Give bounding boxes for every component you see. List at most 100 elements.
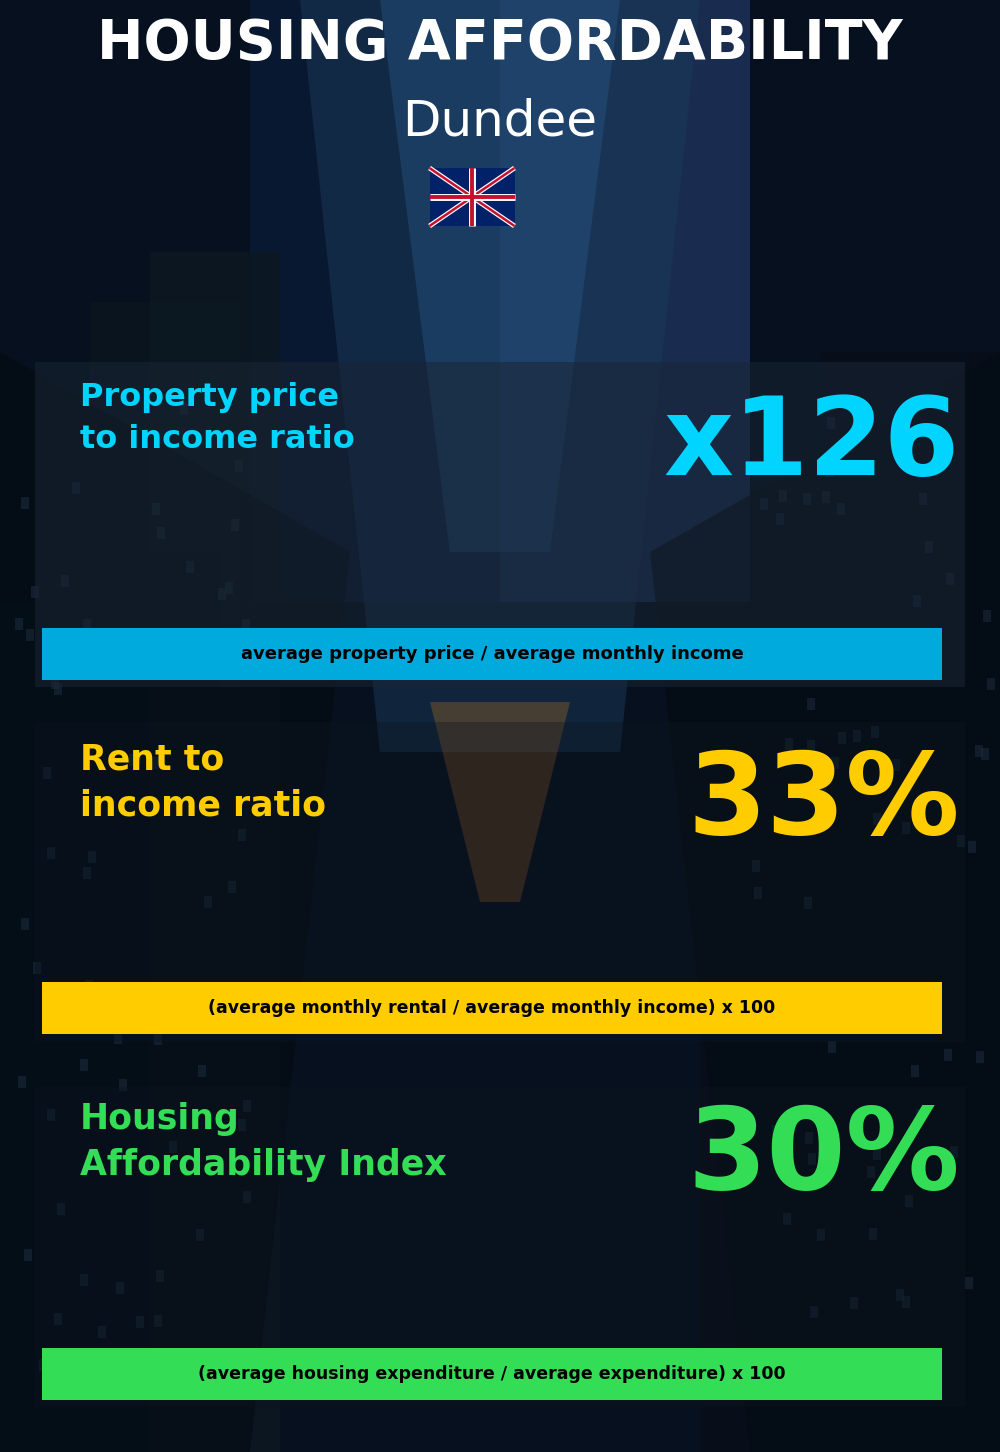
Bar: [838, 732, 846, 745]
Bar: [33, 963, 41, 974]
Bar: [975, 745, 983, 756]
Bar: [242, 619, 250, 632]
Bar: [57, 1204, 65, 1215]
Bar: [228, 881, 236, 893]
Bar: [204, 896, 212, 908]
Bar: [843, 1366, 851, 1378]
Bar: [150, 253, 280, 1452]
Bar: [72, 482, 80, 495]
Bar: [218, 588, 226, 600]
Bar: [700, 652, 830, 1452]
Bar: [42, 982, 942, 1034]
Bar: [772, 1125, 780, 1137]
Bar: [981, 748, 989, 759]
Bar: [154, 1316, 162, 1327]
Text: HOUSING AFFORDABILITY: HOUSING AFFORDABILITY: [97, 17, 903, 71]
Bar: [47, 848, 55, 860]
Text: 30%: 30%: [687, 1102, 960, 1212]
Bar: [837, 502, 845, 515]
Bar: [818, 784, 826, 796]
Bar: [80, 1059, 88, 1072]
Bar: [180, 404, 188, 415]
Bar: [968, 841, 976, 854]
Bar: [238, 829, 246, 841]
Bar: [35, 722, 965, 1043]
Bar: [157, 527, 165, 539]
Bar: [61, 575, 69, 587]
Bar: [90, 302, 240, 1452]
Text: Dundee: Dundee: [402, 97, 598, 145]
Bar: [873, 1149, 881, 1160]
Bar: [831, 756, 839, 770]
Bar: [15, 617, 23, 630]
Bar: [51, 677, 59, 688]
Polygon shape: [650, 351, 1000, 1452]
Bar: [871, 726, 879, 739]
Bar: [911, 1064, 919, 1076]
Bar: [42, 1347, 942, 1400]
Bar: [231, 518, 239, 530]
Bar: [243, 1101, 251, 1112]
Bar: [879, 1022, 887, 1034]
Bar: [129, 754, 137, 765]
Bar: [750, 502, 900, 1452]
Bar: [88, 851, 96, 862]
Text: 33%: 33%: [688, 746, 960, 858]
Bar: [198, 1064, 206, 1077]
Bar: [776, 513, 784, 524]
Bar: [243, 1191, 251, 1204]
Bar: [238, 1118, 246, 1131]
Bar: [913, 595, 921, 607]
Text: (average monthly rental / average monthly income) x 100: (average monthly rental / average monthl…: [208, 999, 776, 1016]
Bar: [759, 1381, 767, 1392]
Bar: [135, 635, 143, 646]
Bar: [808, 1153, 816, 1165]
Bar: [42, 629, 942, 680]
Bar: [795, 998, 803, 1009]
Bar: [853, 730, 861, 742]
Polygon shape: [430, 701, 570, 902]
Bar: [169, 1141, 177, 1153]
Bar: [892, 759, 900, 771]
Bar: [0, 603, 150, 1452]
Bar: [873, 813, 881, 825]
Bar: [156, 1270, 164, 1282]
Bar: [196, 1228, 204, 1241]
Bar: [817, 1230, 825, 1241]
Bar: [754, 887, 762, 899]
Bar: [826, 465, 834, 478]
Bar: [760, 498, 768, 510]
Bar: [47, 1109, 55, 1121]
Bar: [976, 1051, 984, 1063]
Bar: [136, 1316, 144, 1329]
Bar: [965, 1276, 973, 1288]
Bar: [933, 643, 941, 655]
Bar: [785, 738, 793, 751]
Bar: [925, 540, 933, 553]
Bar: [114, 1031, 122, 1044]
Bar: [35, 1088, 965, 1407]
Bar: [85, 980, 93, 992]
Bar: [186, 562, 194, 574]
Bar: [807, 741, 815, 752]
Bar: [98, 1327, 106, 1339]
Bar: [18, 1076, 26, 1088]
Bar: [133, 752, 141, 764]
Bar: [957, 835, 965, 847]
Bar: [43, 767, 51, 778]
Bar: [896, 1288, 904, 1301]
Bar: [804, 897, 812, 909]
Bar: [762, 1385, 770, 1397]
Bar: [54, 682, 62, 696]
Bar: [152, 502, 160, 515]
Bar: [875, 664, 883, 677]
Text: average property price / average monthly income: average property price / average monthly…: [241, 645, 743, 664]
Bar: [39, 1359, 47, 1371]
Bar: [174, 1365, 182, 1376]
Bar: [902, 1297, 910, 1308]
Bar: [902, 822, 910, 833]
Text: x126: x126: [664, 392, 960, 498]
Bar: [24, 1249, 32, 1262]
Bar: [119, 1079, 127, 1090]
Bar: [916, 1109, 924, 1121]
